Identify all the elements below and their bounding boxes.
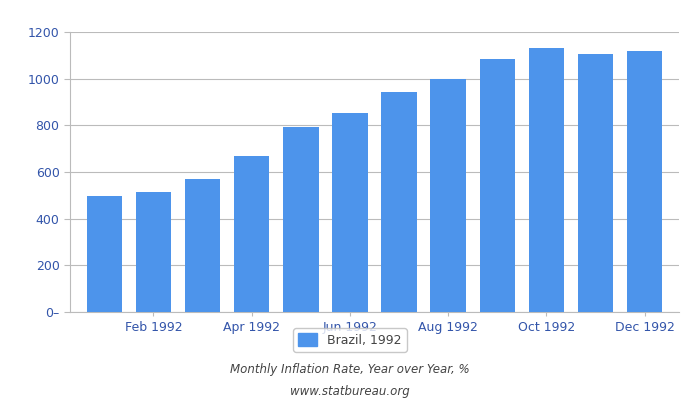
Bar	[430, 79, 466, 312]
Bar	[480, 59, 515, 312]
Bar	[234, 156, 270, 312]
Bar	[136, 192, 172, 312]
Bar	[185, 179, 220, 312]
Bar	[578, 54, 613, 312]
Text: www.statbureau.org: www.statbureau.org	[290, 385, 410, 398]
Bar	[87, 196, 122, 312]
Text: Monthly Inflation Rate, Year over Year, %: Monthly Inflation Rate, Year over Year, …	[230, 364, 470, 376]
Legend: Brazil, 1992: Brazil, 1992	[293, 328, 407, 352]
Bar	[332, 113, 368, 312]
Bar	[528, 48, 564, 312]
Bar	[627, 51, 662, 312]
Bar	[382, 92, 416, 312]
Bar	[283, 128, 318, 312]
